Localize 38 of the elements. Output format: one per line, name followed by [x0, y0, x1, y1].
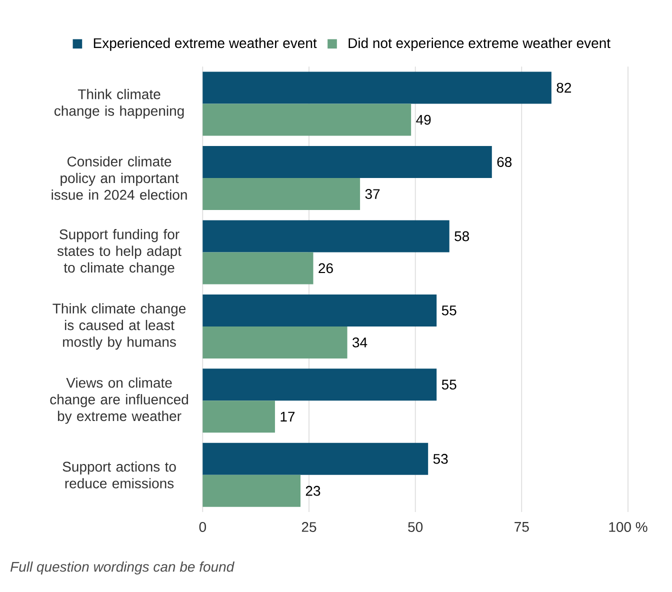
- text: Full question wordings can be found: [10, 561, 235, 575]
- data-label: 55: [442, 306, 456, 316]
- bar: [202, 368, 437, 401]
- bar: [202, 178, 360, 210]
- x-tick-label: 0: [199, 522, 206, 532]
- data-label: 26: [318, 263, 333, 274]
- data-label: 17: [280, 412, 295, 422]
- bar: [202, 146, 492, 178]
- data-label: 34: [352, 337, 368, 348]
- x-tick-label: 50: [408, 522, 423, 532]
- bar: [202, 474, 300, 507]
- legend-label: Did not experience extreme weather event: [348, 38, 610, 51]
- data-label: 68: [497, 157, 512, 167]
- bar: [202, 294, 437, 326]
- y-tick-label: Think climate change is happening: [54, 88, 184, 119]
- bar: [202, 72, 552, 104]
- bar: [202, 326, 348, 358]
- y-tick-label: Views on climate change are influenced by extreme weather: [50, 377, 188, 424]
- y-tick-label: Consider climate policy an important issue in 2024 election: [52, 156, 187, 200]
- data-label: 49: [416, 114, 431, 125]
- bar: [202, 220, 450, 252]
- data-label: 37: [365, 189, 380, 199]
- bar: [202, 104, 412, 136]
- bar: [202, 252, 314, 284]
- bar: [202, 442, 428, 475]
- y-tick-label: Support funding for states to help adapt to climate change: [57, 229, 182, 276]
- data-label: 55: [442, 380, 456, 390]
- legend-label: Experienced extreme weather event: [94, 38, 317, 51]
- y-tick-label: Support actions to reduce emissions: [62, 461, 176, 488]
- data-label: 58: [454, 231, 470, 242]
- bar: [202, 400, 275, 433]
- data-label: 53: [433, 454, 448, 464]
- data-label: 82: [556, 82, 571, 93]
- x-tick-label: 100 %: [609, 522, 648, 532]
- x-tick-label: 25: [302, 522, 316, 532]
- data-label: 23: [306, 486, 320, 496]
- x-tick-label: 75: [514, 522, 529, 532]
- y-tick-label: Think climate change is caused at least mostly by humans: [52, 303, 186, 350]
